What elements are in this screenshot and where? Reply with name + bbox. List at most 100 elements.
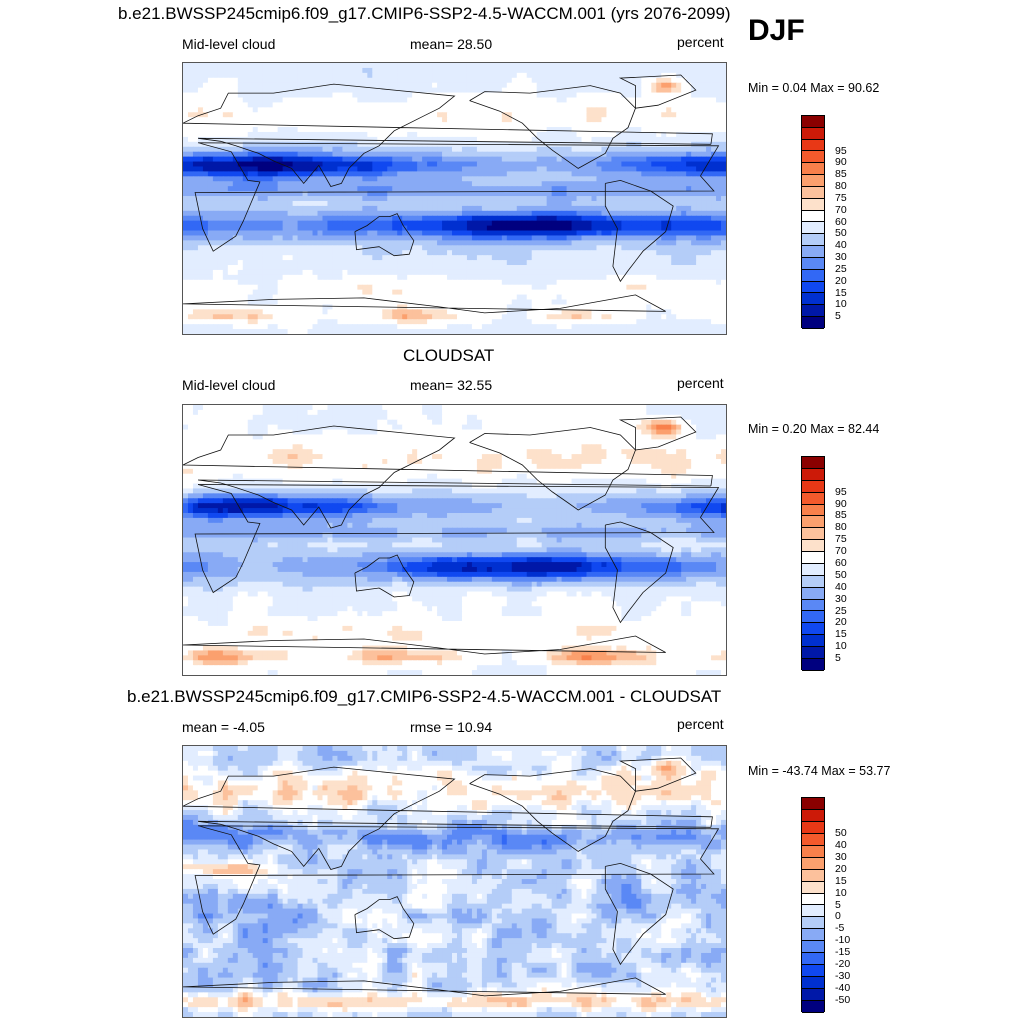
map-cell [666,225,672,232]
map-cell [347,225,353,232]
map-cell [442,240,448,246]
map-cell [576,260,583,266]
map-cell [232,220,239,227]
map-cell [297,87,304,94]
map-cell [287,265,294,271]
map-cell [382,274,388,281]
map-cell [461,67,468,74]
map-cell [681,186,687,192]
map-cell [277,279,284,286]
map-cell [546,240,553,246]
map-cell [377,250,383,256]
map-cell [481,72,488,79]
map-cell [591,141,598,148]
map-cell [576,279,583,286]
map-cell [222,181,229,187]
map-cell [556,230,563,237]
map-cell [526,82,533,89]
map-cell [566,269,573,276]
map-cell [272,265,279,271]
map-cell [621,136,627,143]
map-cell [397,97,403,104]
map-cell [282,260,289,266]
map-cell [367,72,373,79]
map-cell [666,176,672,182]
map-cell [711,107,717,113]
map-cell [377,92,383,99]
map-cell [641,161,647,168]
map-cell [312,67,319,74]
map-cell [407,92,413,99]
map-cell [287,215,294,222]
map-cell [666,151,672,158]
map-cell [417,274,423,281]
map-cell [252,97,259,104]
map-cell [252,151,259,158]
map-cell [357,156,363,163]
map-cell [292,196,299,202]
map-cell [621,92,627,99]
map-cell [676,240,682,246]
map-cell [322,171,329,177]
map-cell [571,260,578,266]
map-cell [611,205,617,212]
map-cell [686,210,692,217]
map-cell [626,245,632,251]
map-cell [422,196,428,202]
map-cell [417,260,423,266]
map-cell [302,269,309,276]
map-cell [476,161,483,168]
map-cell [461,117,468,123]
map-cell [481,87,488,94]
map-cell [217,181,224,187]
map-cell [352,82,358,89]
map-cell [481,181,488,187]
map-cell [297,196,304,202]
map-cell [561,210,568,217]
map-cell [267,72,274,79]
map-cell [606,230,613,237]
map-cell [681,161,687,168]
map-cell [372,131,378,138]
map-cell [382,210,388,217]
map-cell [496,67,503,74]
map-cell [337,127,344,133]
map-cell [651,215,657,222]
map-cell [536,161,543,168]
map-cell [382,146,388,153]
map-cell [277,117,284,123]
map-cell [242,245,249,251]
map-cell [422,215,428,222]
map-cell [696,205,702,212]
map-cell [691,191,697,197]
map-cell [297,240,304,246]
map-cell [427,77,433,84]
map-cell [641,77,647,84]
map-cell [666,260,672,266]
map-cell [432,127,438,133]
map-cell [616,260,622,266]
map-cell [571,156,578,163]
map-cell [397,255,403,261]
map-cell [466,235,473,241]
map-cell [666,215,672,222]
map-cell [347,131,353,138]
map-cell [207,265,214,271]
map-cell [621,166,627,172]
map-cell [242,151,249,158]
map-cell [476,255,483,261]
map-cell [392,67,398,74]
map-cell [556,279,563,286]
map-cell [267,200,274,207]
map-cell [541,186,548,192]
map-cell [621,82,627,89]
map-cell [496,240,503,246]
map-cell [377,166,383,172]
map-cell [342,269,348,276]
map-cell [287,181,294,187]
map-cell [581,92,588,99]
map-cell [352,245,358,251]
map-cell [681,200,687,207]
map-cell [456,269,463,276]
map-cell [491,240,498,246]
